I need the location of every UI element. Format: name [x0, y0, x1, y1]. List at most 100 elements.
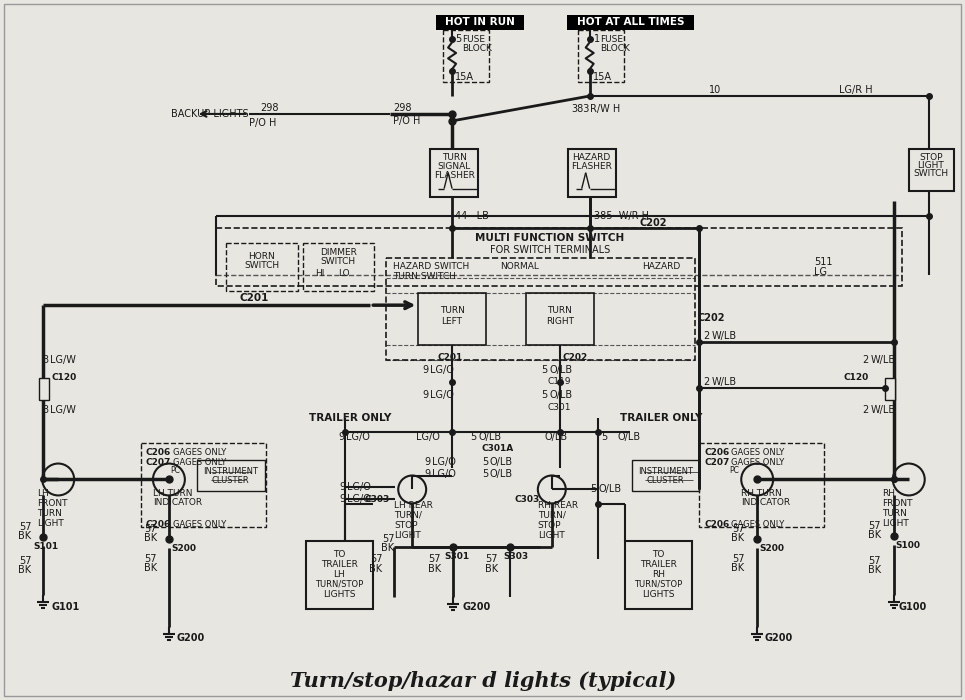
Bar [885, 378, 895, 400]
Text: W/LB: W/LB [870, 405, 896, 415]
Text: TURN: TURN [38, 509, 62, 518]
Text: 57: 57 [145, 524, 157, 534]
Bar [700, 442, 824, 527]
Text: LH: LH [38, 489, 49, 498]
Text: TURN: TURN [440, 306, 464, 315]
Bar [418, 293, 486, 345]
Text: TURN: TURN [547, 306, 572, 315]
Text: INDICATOR: INDICATOR [152, 498, 202, 507]
Text: 15A: 15A [455, 72, 474, 82]
Text: BK: BK [144, 563, 157, 573]
Text: TO: TO [652, 550, 665, 559]
Text: 57: 57 [145, 554, 157, 564]
Text: C206: C206 [704, 448, 730, 457]
Text: TRAILER: TRAILER [321, 559, 358, 568]
Text: P/O H: P/O H [249, 118, 276, 128]
Text: 2: 2 [703, 377, 709, 387]
Text: W/LB: W/LB [711, 331, 736, 341]
Text: NORMAL: NORMAL [501, 262, 539, 271]
Text: HOT IN RUN: HOT IN RUN [445, 18, 515, 27]
Text: STOP: STOP [395, 521, 418, 530]
Text: LG/O: LG/O [416, 432, 440, 442]
Text: 298: 298 [261, 103, 279, 113]
Text: 57: 57 [868, 522, 881, 531]
Text: 5: 5 [601, 432, 608, 442]
Text: LIGHT: LIGHT [395, 531, 421, 540]
Text: SWITCH: SWITCH [913, 169, 949, 178]
Text: FRONT: FRONT [882, 499, 912, 508]
Text: 3: 3 [42, 405, 48, 415]
Text: TRAILER: TRAILER [640, 559, 676, 568]
Text: C202: C202 [563, 354, 588, 363]
Text: LIGHT: LIGHT [538, 531, 565, 540]
Text: GAGES ONLY: GAGES ONLY [173, 448, 226, 457]
Text: 57: 57 [731, 524, 744, 534]
Text: C201: C201 [437, 354, 462, 363]
Text: 5: 5 [482, 468, 488, 479]
Text: 511: 511 [814, 258, 833, 267]
Text: LH REAR: LH REAR [395, 501, 433, 510]
Text: O/LB: O/LB [478, 432, 501, 442]
Text: C206: C206 [146, 520, 171, 528]
Text: C206: C206 [146, 448, 171, 457]
Text: LG/W: LG/W [50, 405, 76, 415]
Text: 57: 57 [18, 522, 31, 532]
Text: 9: 9 [340, 482, 345, 493]
Text: C301: C301 [548, 403, 571, 412]
Text: C202: C202 [640, 218, 667, 228]
Text: FLASHER: FLASHER [433, 172, 475, 180]
Text: BK: BK [144, 533, 157, 543]
Text: BK: BK [731, 563, 744, 573]
Text: R/W H: R/W H [590, 104, 620, 114]
Text: BLOCK: BLOCK [462, 43, 492, 52]
Text: HAZARD: HAZARD [572, 153, 611, 162]
Text: TURN SWITCH: TURN SWITCH [394, 272, 456, 281]
Text: W/LB: W/LB [870, 355, 896, 365]
Bar [578, 30, 623, 82]
Text: BK: BK [381, 543, 395, 553]
Bar [216, 228, 901, 286]
Text: C207: C207 [146, 458, 172, 467]
Text: 9: 9 [340, 494, 345, 505]
Bar [624, 541, 693, 609]
Bar [443, 30, 489, 82]
Text: C201: C201 [239, 293, 268, 303]
Text: RH TURN: RH TURN [741, 489, 782, 498]
Text: LG/O: LG/O [432, 468, 456, 479]
Text: G200: G200 [462, 602, 490, 612]
Text: LH TURN: LH TURN [152, 489, 192, 498]
Text: C301A: C301A [481, 444, 513, 453]
Text: C202: C202 [698, 313, 725, 323]
Text: 57: 57 [868, 556, 881, 566]
Text: 57: 57 [731, 554, 744, 564]
Text: RH: RH [882, 489, 895, 498]
Text: 2: 2 [863, 405, 868, 415]
Text: G101: G101 [51, 602, 79, 612]
Text: PC: PC [730, 466, 739, 475]
Text: 383: 383 [571, 104, 591, 114]
Text: C303: C303 [365, 495, 390, 504]
Text: MULTI FUNCTION SWITCH: MULTI FUNCTION SWITCH [475, 233, 624, 244]
Bar [40, 378, 49, 400]
Text: LO: LO [339, 269, 350, 278]
Text: G200: G200 [177, 633, 206, 643]
Text: SWITCH: SWITCH [244, 261, 279, 270]
Text: G100: G100 [898, 602, 927, 612]
Text: FLASHER: FLASHER [571, 162, 612, 172]
Text: Turn/stop/hazar d lights (typical): Turn/stop/hazar d lights (typical) [290, 671, 676, 691]
Text: 57: 57 [18, 556, 31, 566]
Text: O/LB: O/LB [550, 390, 573, 400]
Text: 3: 3 [42, 355, 48, 365]
Text: LG/O: LG/O [430, 390, 454, 400]
Text: LG: LG [814, 267, 827, 277]
Text: TURN/: TURN/ [395, 511, 422, 520]
Text: HORN: HORN [248, 252, 275, 261]
Text: S301: S301 [444, 552, 469, 561]
Text: 44   LB: 44 LB [455, 211, 489, 220]
Text: 9: 9 [424, 456, 430, 467]
Text: 2: 2 [863, 355, 868, 365]
Bar [526, 293, 593, 345]
Text: GAGES ONLY: GAGES ONLY [173, 458, 226, 467]
Text: RH REAR: RH REAR [538, 501, 578, 510]
Text: BK: BK [18, 531, 31, 541]
